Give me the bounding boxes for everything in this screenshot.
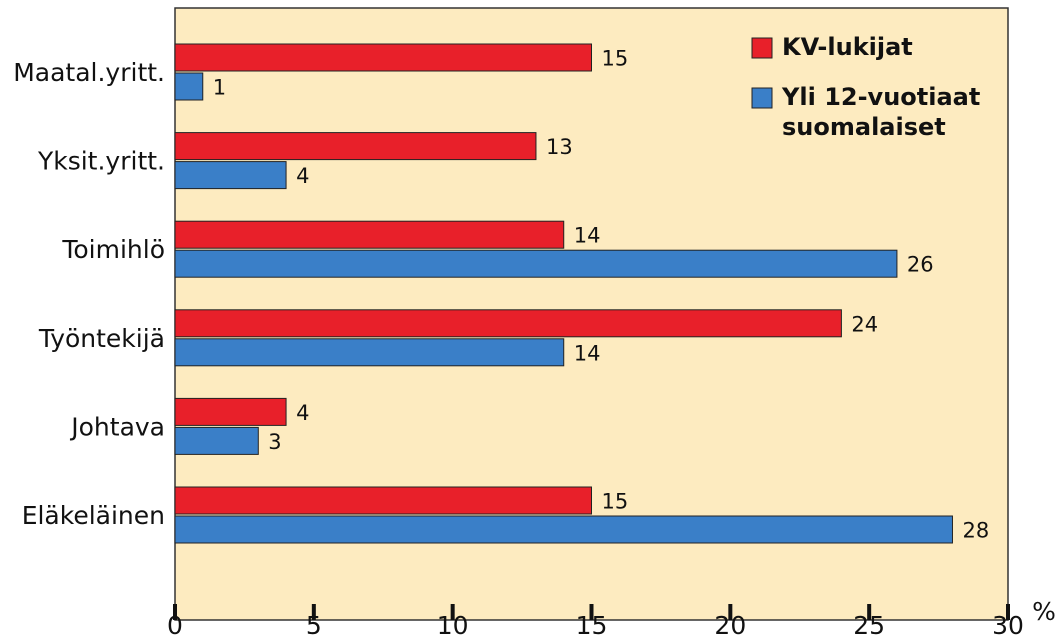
value-label: 28 xyxy=(962,519,989,543)
legend-swatch xyxy=(751,37,773,59)
x-tick-label: 15 xyxy=(576,611,608,635)
value-label: 3 xyxy=(268,430,281,454)
legend-swatch xyxy=(751,87,773,109)
bar xyxy=(174,220,565,249)
bar xyxy=(174,161,287,190)
x-tick-label: 10 xyxy=(437,611,469,635)
bar xyxy=(174,426,259,455)
bar xyxy=(174,397,287,426)
value-label: 15 xyxy=(602,47,629,71)
bar xyxy=(174,309,842,338)
bar xyxy=(174,249,898,278)
value-label: 4 xyxy=(296,164,309,188)
x-tick-label: 5 xyxy=(306,611,322,635)
bar xyxy=(174,486,592,515)
y-tick-label: Johtava xyxy=(69,412,165,441)
y-tick-label: Työntekijä xyxy=(38,324,165,353)
value-label: 26 xyxy=(907,253,934,277)
y-tick-label: Maatal.yritt. xyxy=(13,58,165,87)
bar xyxy=(174,43,592,72)
y-tick-label: Yksit.yritt. xyxy=(37,147,165,176)
value-label: 4 xyxy=(296,401,309,425)
bar xyxy=(174,338,565,367)
legend-label: KV-lukijat xyxy=(782,33,913,61)
bar xyxy=(174,72,204,101)
value-label: 14 xyxy=(574,224,601,248)
value-label: 24 xyxy=(851,312,878,336)
y-tick-label: Eläkeläinen xyxy=(22,501,165,530)
bar xyxy=(174,132,537,161)
value-label: 14 xyxy=(574,341,601,365)
bar xyxy=(174,515,953,544)
x-tick-label: 25 xyxy=(853,611,885,635)
x-tick-label: 0 xyxy=(167,611,183,635)
legend-label: Yli 12-vuotiaat suomalaiset xyxy=(782,83,981,141)
x-tick-label: 30 xyxy=(992,611,1024,635)
x-tick-label: 20 xyxy=(714,611,746,635)
y-tick-label: Toimihlö xyxy=(61,235,165,264)
value-label: 13 xyxy=(546,135,573,159)
value-label: 1 xyxy=(213,76,226,100)
x-axis-unit: % xyxy=(1032,597,1056,626)
value-label: 15 xyxy=(602,490,629,514)
